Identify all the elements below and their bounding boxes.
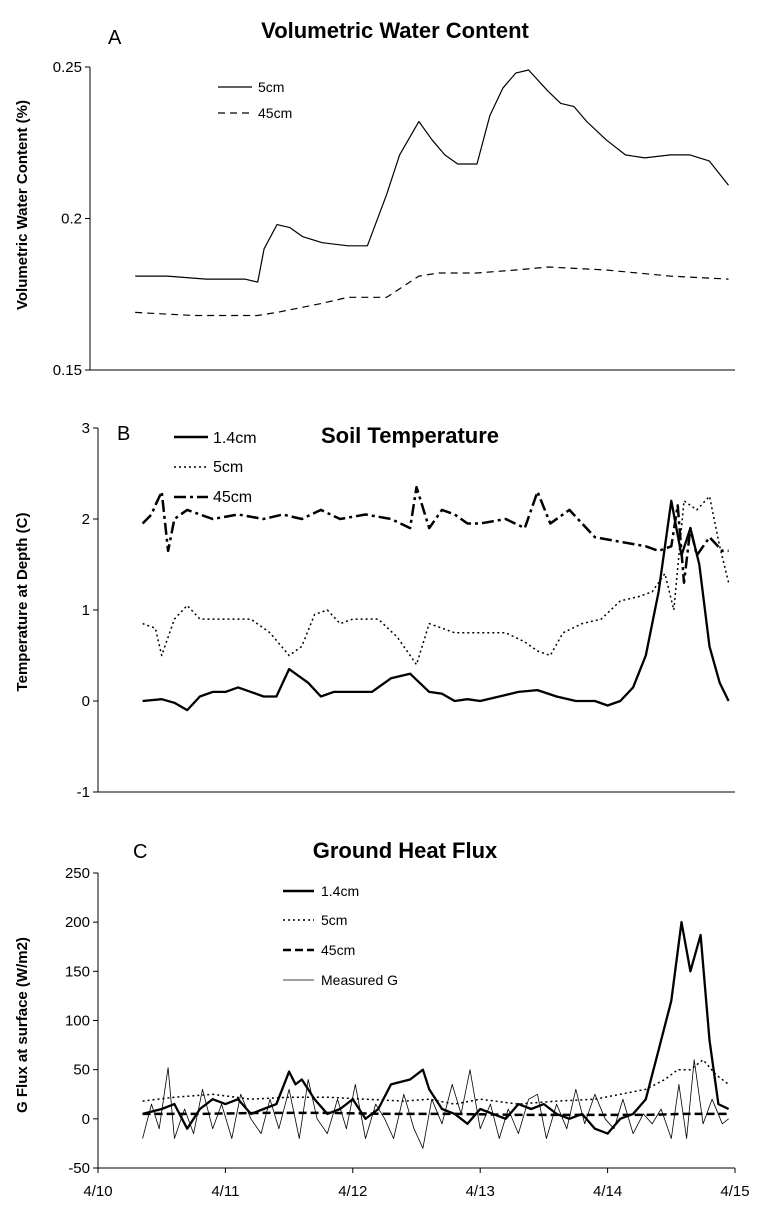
legend-label-5cm-b: 5cm (213, 459, 243, 476)
panel-a-ytick-label-1: 0.2 (61, 211, 82, 228)
panel-a-letter: A (108, 27, 122, 49)
panel-c-ytick-label-2: 50 (73, 1062, 90, 1079)
panel-c-ytick-label-0: -50 (68, 1160, 90, 1177)
panel-b-ytick-label-3: 2 (82, 511, 90, 528)
panel-b-ytick-label-2: 1 (82, 602, 90, 619)
legend-label-45cm: 45cm (258, 105, 292, 121)
panel-c-series-5cm (142, 1059, 730, 1105)
panel-b-ytick-label-0: -1 (77, 784, 90, 801)
panel-c-xtick-label-4: 4/14 (593, 1183, 622, 1200)
panel-a-legend: 5cm 45cm (218, 79, 292, 121)
panel-a-y-ticks: 0.15 0.2 0.25 (53, 59, 90, 379)
panel-b-y-ticks: -1 0 1 2 3 (77, 420, 98, 801)
panel-a-ytick-label-2: 0.25 (53, 59, 82, 76)
panel-c-series (142, 921, 730, 1149)
panel-b-ytick-label-1: 0 (82, 693, 90, 710)
panel-a-series (135, 69, 729, 317)
panel-c-ytick-label-6: 250 (65, 865, 90, 882)
panel-b-series-1-4cm (142, 499, 730, 712)
panel-a: A Volumetric Water Content Volumetric Wa… (14, 18, 735, 379)
panel-c-series-measured-g (142, 1059, 729, 1149)
legend-label-1.4cm-c: 1.4cm (321, 883, 359, 899)
panel-c-xtick-label-3: 4/13 (466, 1183, 495, 1200)
panel-c-x-ticks: 4/10 4/11 4/12 4/13 4/14 4/15 (83, 1168, 750, 1200)
panel-c-ytick-label-5: 200 (65, 914, 90, 931)
legend-label-5cm: 5cm (258, 79, 284, 95)
legend-label-45cm-c: 45cm (321, 942, 355, 958)
panel-b-legend: 1.4cm 5cm 45cm (174, 430, 257, 506)
panel-b-series-45cm (141, 485, 729, 584)
panel-b-ytick-label-4: 3 (82, 420, 90, 437)
panel-c-letter: C (133, 841, 147, 863)
panel-a-series-45cm (135, 266, 729, 317)
panel-c-xtick-label-0: 4/10 (83, 1183, 112, 1200)
panel-c: C Ground Heat Flux G Flux at surface (W/… (14, 838, 750, 1200)
panel-c-ylabel: G Flux at surface (W/m2) (14, 937, 31, 1113)
panel-a-ylabel: Volumetric Water Content (%) (14, 100, 31, 310)
panel-c-title: Ground Heat Flux (313, 838, 498, 863)
panel-b-title: Soil Temperature (321, 423, 499, 448)
panel-c-xtick-label-1: 4/11 (211, 1183, 239, 1200)
legend-label-5cm-c: 5cm (321, 912, 347, 928)
panel-b-series (141, 485, 730, 712)
panel-c-series-1-4cm (142, 921, 730, 1135)
panel-c-xtick-label-5: 4/15 (720, 1183, 749, 1200)
panel-c-series-45cm (142, 1111, 729, 1117)
panel-c-ytick-label-1: 0 (82, 1111, 90, 1128)
panel-b-letter: B (117, 423, 130, 445)
panel-a-series-5cm (135, 69, 729, 283)
panel-a-title: Volumetric Water Content (261, 18, 529, 43)
legend-label-1.4cm: 1.4cm (213, 430, 257, 447)
panel-c-legend: 1.4cm 5cm 45cm Measured G (283, 883, 398, 988)
panel-a-ytick-label-0: 0.15 (53, 362, 82, 379)
legend-label-45cm-b: 45cm (213, 489, 252, 506)
panel-b-ylabel: Temperature at Depth (C) (14, 513, 31, 692)
panel-b-series-5cm (142, 495, 730, 666)
panel-c-ytick-label-3: 100 (65, 1013, 90, 1030)
panel-b: B Soil Temperature Temperature at Depth … (14, 420, 735, 801)
panel-c-ytick-label-4: 150 (65, 963, 90, 980)
panel-c-xtick-label-2: 4/12 (338, 1183, 367, 1200)
legend-label-measured-g: Measured G (321, 972, 398, 988)
panel-c-y-ticks: -50 0 50 100 150 200 250 (65, 865, 98, 1177)
